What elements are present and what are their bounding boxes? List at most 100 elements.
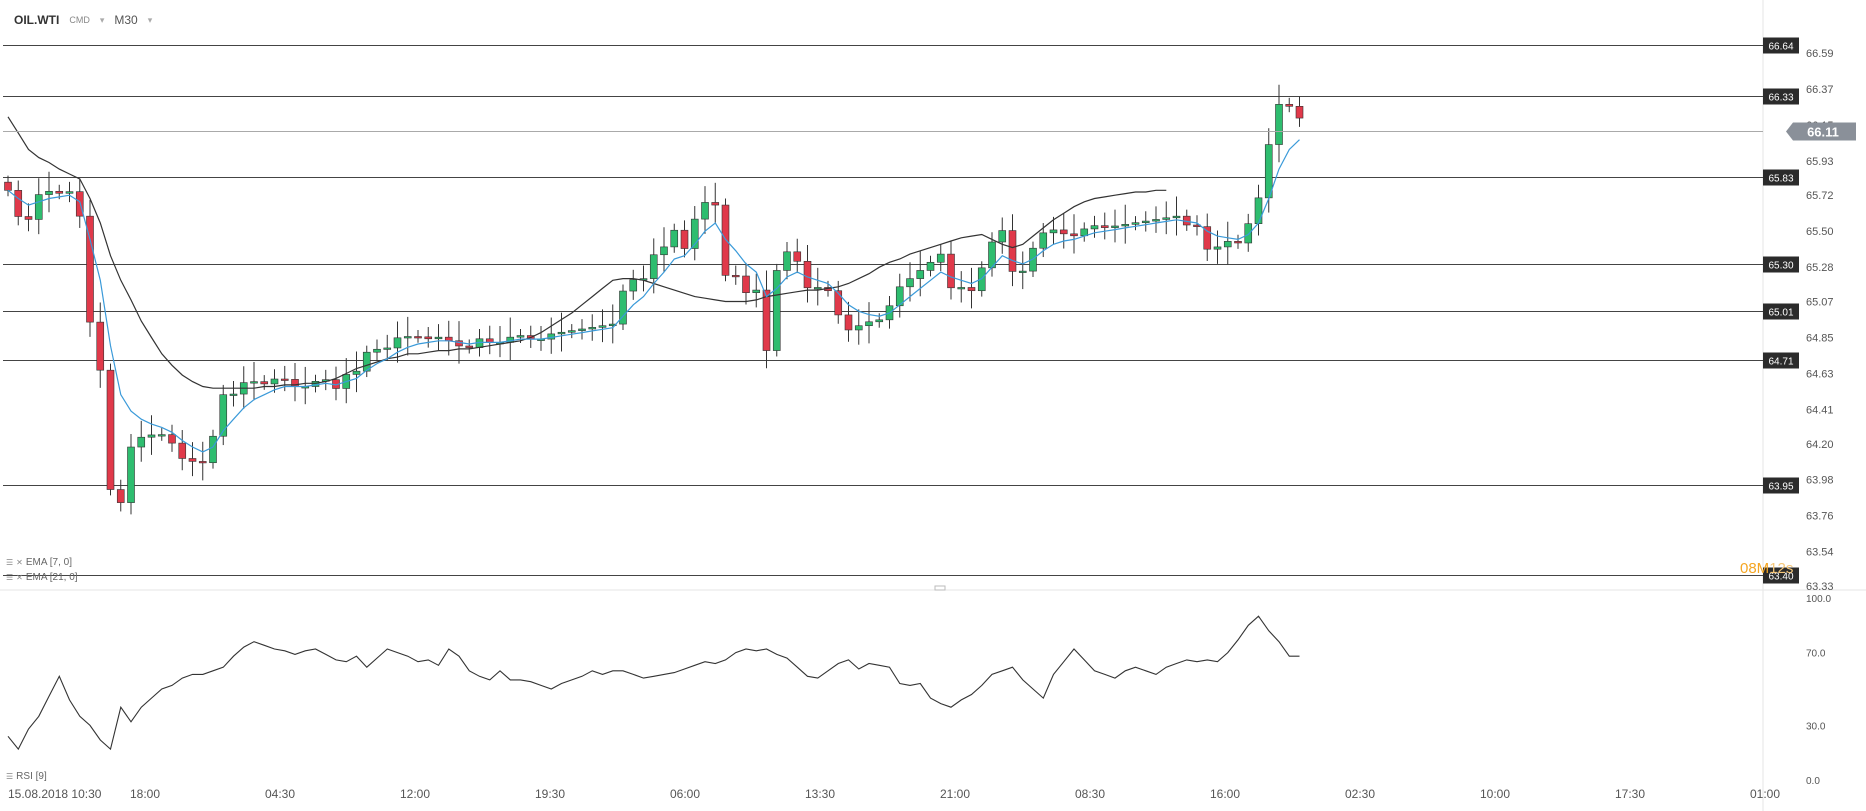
price-level-value: 65.01 <box>1768 308 1793 319</box>
pane-resize-handle[interactable] <box>934 585 946 591</box>
ema-lines <box>7 116 1300 453</box>
candle-bear <box>96 321 105 371</box>
price-tick: 63.76 <box>1806 511 1834 523</box>
candle-countdown: 08M12s <box>1740 560 1793 577</box>
horizontal-levels <box>3 45 1763 576</box>
countdown-minutes: 08M <box>1740 560 1770 577</box>
candle-bear <box>1008 230 1017 272</box>
candle-bull <box>1162 217 1171 220</box>
candle-bull <box>65 191 74 194</box>
candle-bull <box>209 435 217 464</box>
time-tick: 08:30 <box>1075 787 1105 801</box>
candle-bull <box>403 336 412 339</box>
candle-bull <box>865 321 873 327</box>
price-level-tag <box>1763 567 1799 584</box>
time-tick: 13:30 <box>805 787 835 801</box>
price-tick: 64.63 <box>1806 368 1834 380</box>
indicator-label: EMA [7, 0] <box>25 557 73 568</box>
rsi-line <box>7 615 1300 751</box>
candle-bull <box>127 446 135 503</box>
instrument-tag: CMD <box>69 15 90 25</box>
candle-bear <box>967 287 976 292</box>
candle-bull <box>875 319 884 323</box>
candle-bear <box>178 442 187 459</box>
close-icon[interactable]: ✕ <box>16 558 23 567</box>
candle-bear <box>680 229 689 249</box>
price-tick: 63.33 <box>1806 581 1834 593</box>
candle-bull <box>619 290 627 325</box>
candle-bear <box>731 275 740 278</box>
rsi-tick: 70.0 <box>1806 649 1826 660</box>
time-tick: 06:00 <box>670 787 700 801</box>
price-tick: 63.98 <box>1806 475 1834 487</box>
current-price-badge <box>1786 122 1856 141</box>
candle-bear <box>762 289 771 351</box>
price-tick: 66.37 <box>1806 84 1834 96</box>
candle-bull <box>1213 246 1222 250</box>
menu-icon[interactable]: ☰ <box>6 558 14 567</box>
candle-bull <box>926 261 935 271</box>
price-level-tag <box>1763 169 1799 186</box>
candle-bull <box>250 381 258 384</box>
candle-bull <box>1090 225 1099 230</box>
candle-bear <box>465 345 474 348</box>
candle-bear <box>260 381 269 385</box>
candle-bear <box>55 191 64 194</box>
candle-bull <box>578 328 586 331</box>
candle-bear <box>711 202 720 206</box>
candle-bull <box>229 393 238 396</box>
candle-bull <box>137 436 146 448</box>
time-tick: 16:00 <box>1210 787 1240 801</box>
candle-bull <box>1039 232 1048 249</box>
candle-bear <box>1203 226 1212 250</box>
price-tick: 65.72 <box>1806 190 1834 202</box>
timeframe-selector[interactable]: M30 <box>114 13 138 27</box>
candle-bear <box>198 461 207 464</box>
indicator-rsi[interactable]: ☰ RSI [9] <box>6 771 47 782</box>
candle-bear <box>24 216 33 220</box>
candle-bear <box>844 314 853 331</box>
price-tick: 64.85 <box>1806 332 1834 344</box>
candle-bull <box>957 287 966 290</box>
chevron-down-icon[interactable]: ▾ <box>147 14 153 25</box>
candle-bear <box>424 336 433 340</box>
price-level-value: 63.40 <box>1768 572 1793 583</box>
current-price-tag: 66.11 <box>3 122 1856 141</box>
candle-bull <box>1049 229 1058 234</box>
rsi-tick: 100.0 <box>1806 594 1831 605</box>
candle-bull <box>598 325 607 328</box>
price-level-tag <box>1763 37 1799 54</box>
symbol-label[interactable]: OIL.WTI <box>14 13 60 27</box>
candle-bull <box>1275 104 1283 145</box>
candle-bear <box>116 489 125 503</box>
candle-bear <box>4 181 12 191</box>
price-tick: 63.54 <box>1806 547 1834 559</box>
indicator-ema-fast[interactable]: ☰ ✕ EMA [7, 0] <box>6 557 72 568</box>
candle-bull <box>895 286 904 307</box>
rsi-pane: 100.0 70.0 30.0 0.0 <box>7 594 1831 787</box>
time-tick: 18:00 <box>130 787 160 801</box>
price-tick: 65.50 <box>1806 226 1834 238</box>
candle-bull <box>1111 225 1119 228</box>
candle-bull <box>1141 220 1150 224</box>
chevron-down-icon[interactable]: ▾ <box>99 14 105 25</box>
menu-icon[interactable]: ☰ <box>6 772 14 781</box>
menu-icon[interactable]: ☰ <box>6 573 14 582</box>
candle-bull <box>906 278 914 288</box>
price-level-value: 64.71 <box>1768 357 1793 368</box>
candle-bull <box>629 279 638 292</box>
close-icon[interactable]: ✕ <box>16 573 23 582</box>
candle-bull <box>352 370 361 375</box>
price-level-tag <box>1763 352 1799 369</box>
chart-header: OIL.WTI CMD ▾ M30 ▾ <box>14 10 152 30</box>
indicator-ema-slow[interactable]: ☰ ✕ EMA [21, 0] <box>6 572 78 583</box>
candle-bull <box>936 253 945 263</box>
candle-bear <box>1285 104 1294 107</box>
candle-bull <box>434 336 443 340</box>
ema-slow-line <box>7 116 1167 389</box>
candle-bull <box>813 287 822 290</box>
indicator-label: EMA [21, 0] <box>25 572 78 583</box>
time-tick: 12:00 <box>400 787 430 801</box>
price-level-value: 66.64 <box>1768 42 1793 53</box>
